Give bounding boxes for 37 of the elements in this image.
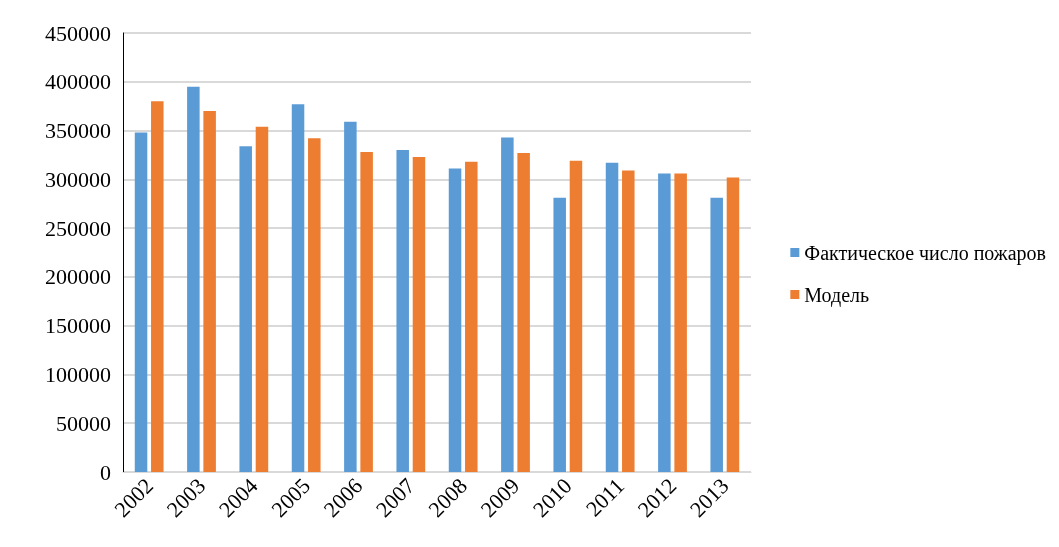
bar xyxy=(517,152,530,472)
y-tick-label: 300000 xyxy=(45,166,111,192)
bar xyxy=(674,173,687,472)
y-tick-label: 400000 xyxy=(45,69,111,95)
bar xyxy=(255,126,269,472)
bar xyxy=(501,137,514,472)
bar xyxy=(291,104,305,472)
legend-label: Фактическое число пожаров xyxy=(804,241,1046,265)
bar xyxy=(203,111,216,472)
bar xyxy=(465,161,478,472)
bar xyxy=(710,197,723,472)
y-tick-label: 200000 xyxy=(45,264,111,290)
bar xyxy=(134,132,148,472)
bar xyxy=(412,156,426,472)
y-tick-label: 0 xyxy=(100,459,111,485)
bar xyxy=(151,101,164,472)
bar xyxy=(622,170,635,472)
bar xyxy=(726,177,740,472)
bar xyxy=(448,168,462,472)
y-tick-label: 100000 xyxy=(45,361,111,387)
bar xyxy=(553,197,566,472)
bar xyxy=(344,121,357,472)
x-tick-label: 2011 xyxy=(580,473,630,522)
bar xyxy=(396,150,409,472)
bar xyxy=(187,86,200,472)
y-tick-label: 150000 xyxy=(45,313,111,339)
y-tick-label: 250000 xyxy=(45,215,111,241)
y-tick-label: 450000 xyxy=(45,20,111,46)
y-tick-label: 50000 xyxy=(56,410,111,436)
y-tick-label: 350000 xyxy=(45,118,111,144)
bar xyxy=(658,173,671,472)
bar xyxy=(360,152,373,472)
bar xyxy=(569,160,583,472)
bar xyxy=(605,162,619,472)
bar xyxy=(308,138,321,472)
bar xyxy=(239,146,252,472)
legend-label: Модель xyxy=(804,283,870,307)
